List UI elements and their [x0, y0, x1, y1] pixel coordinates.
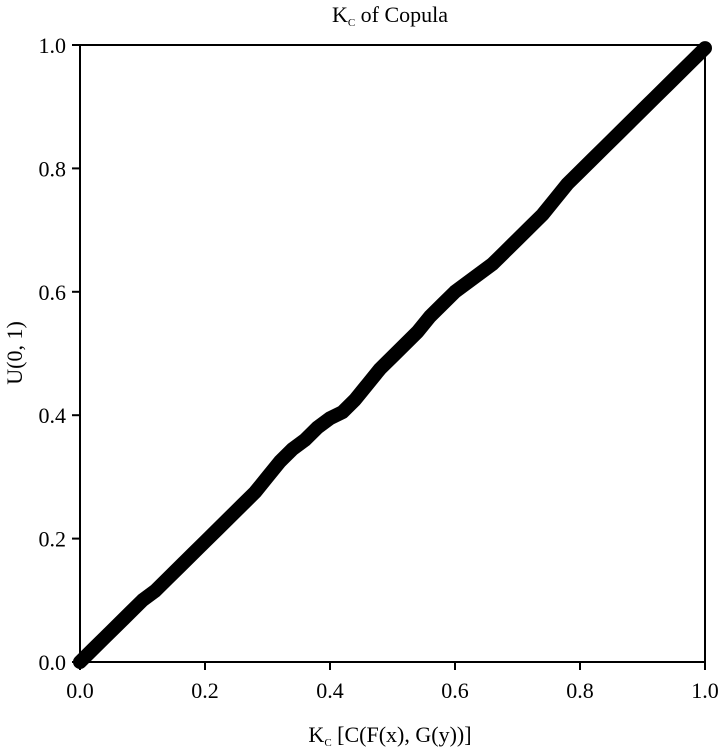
- x-tick-label: 0.0: [66, 678, 94, 703]
- x-tick-label: 0.4: [316, 678, 344, 703]
- y-tick-label: 0.8: [39, 156, 67, 181]
- y-tick-label: 0.0: [39, 650, 67, 675]
- x-axis-label-rest: [C(F(x), G(y))]: [332, 722, 472, 747]
- y-tick-label: 1.0: [39, 33, 67, 58]
- x-tick-label: 0.2: [191, 678, 219, 703]
- x-tick-label: 0.6: [441, 678, 469, 703]
- y-axis-label: U(0, 1): [2, 321, 27, 385]
- x-axis-label: KC [C(F(x), G(y))]: [308, 722, 471, 749]
- x-tick-label: 1.0: [691, 678, 719, 703]
- chart-title-sub: C: [348, 17, 355, 29]
- series-layer: [73, 41, 712, 669]
- chart-title-rest: of Copula: [355, 2, 448, 27]
- x-tick-label: 0.8: [566, 678, 594, 703]
- y-tick-label: 0.6: [39, 280, 67, 305]
- axis-ticks: 0.0 0.2 0.4 0.6 0.8 1.0 0.0 0.2 0.4 0.6 0.8 1.0: [39, 33, 719, 703]
- chart-title-main: K: [332, 2, 348, 27]
- x-axis-label-main: K: [308, 722, 324, 747]
- y-tick-label: 0.4: [39, 403, 67, 428]
- y-tick-label: 0.2: [39, 527, 67, 552]
- chart-title: KC of Copula: [332, 2, 448, 29]
- x-axis-label-sub: C: [324, 737, 331, 749]
- series-line: [73, 41, 712, 669]
